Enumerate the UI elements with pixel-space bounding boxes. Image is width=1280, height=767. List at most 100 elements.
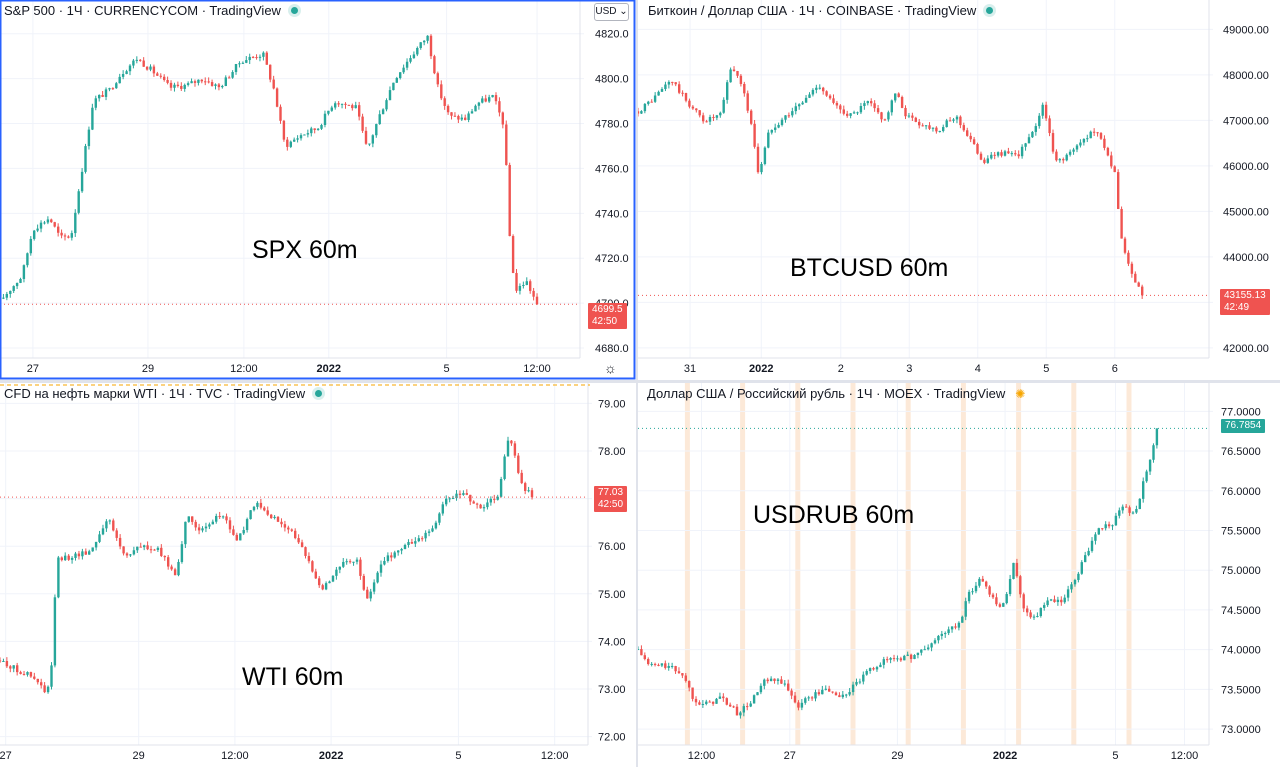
candle <box>149 545 153 554</box>
candle <box>424 530 427 542</box>
candle <box>944 631 947 638</box>
candle <box>726 79 729 104</box>
chart-svg-usdrub[interactable]: 77.0000 76.5000 76.0000 75.5000 74.5000 74.00… <box>638 383 1280 767</box>
candle <box>464 114 467 121</box>
y-tick-label: 74.5000 <box>1221 605 1261 617</box>
candle <box>392 82 395 91</box>
candle <box>429 34 433 60</box>
candle <box>314 568 317 580</box>
y-tick-label: 72.00 <box>598 732 626 744</box>
panel-divider-vertical[interactable] <box>636 0 638 767</box>
candle <box>294 528 297 540</box>
candle <box>304 546 307 559</box>
candle <box>409 55 412 64</box>
candle <box>790 688 793 700</box>
candle <box>882 656 885 669</box>
x-tick-label: 2022 <box>993 750 1017 762</box>
candle <box>1027 133 1031 144</box>
chart-panel-btcusd[interactable]: 49000.00 48000.00 47000.00 46000.00 45000.00… <box>638 0 1280 380</box>
overlay-label: WTI 60m <box>242 663 344 691</box>
candle <box>1101 527 1104 531</box>
y-tick-label: 48000.00 <box>1223 70 1269 82</box>
candle <box>1063 594 1066 604</box>
candle <box>372 579 376 595</box>
candle <box>273 515 276 520</box>
candle <box>405 58 409 71</box>
candle <box>670 662 674 669</box>
candle <box>906 651 909 657</box>
x-tick-label: 27 <box>0 750 12 762</box>
candle <box>1075 143 1079 153</box>
candle <box>323 110 327 128</box>
candle <box>834 691 838 696</box>
chart-panel-usdrub[interactable]: 77.0000 76.5000 76.0000 75.5000 74.5000 74.00… <box>638 383 1280 767</box>
candle <box>525 277 528 286</box>
candle <box>416 46 419 57</box>
candle <box>846 110 849 118</box>
candle <box>166 76 169 85</box>
chart-panel-wti[interactable]: 79.0078.0077.0076.0075.0074.0073.0072.00… <box>0 383 636 767</box>
candle <box>43 220 46 225</box>
chart-panel-spx[interactable]: 4820.04800.04780.04760.04740.04720.04700… <box>0 0 636 380</box>
x-tick-label: 12:00 <box>523 363 551 375</box>
candle <box>270 513 273 520</box>
candle <box>937 634 940 644</box>
gear-icon[interactable]: ☼ <box>604 360 617 376</box>
y-tick-label: 76.0000 <box>1221 486 1261 498</box>
candle <box>204 77 207 86</box>
chart-svg-btcusd[interactable]: 49000.00 48000.00 47000.00 46000.00 45000.00… <box>638 0 1280 380</box>
candle <box>858 678 862 685</box>
price-label: 76.7854 <box>1221 419 1266 433</box>
y-tick-label: 75.5000 <box>1221 525 1261 537</box>
candle <box>520 469 523 485</box>
candle <box>750 109 753 126</box>
y-tick-label: 74.0000 <box>1221 645 1261 657</box>
candle <box>938 130 941 133</box>
candle <box>800 699 804 711</box>
candle <box>238 61 241 68</box>
candle <box>153 548 156 551</box>
candle <box>828 94 832 100</box>
candle <box>111 87 115 90</box>
currency-button[interactable]: USD ⌄ <box>594 3 629 21</box>
candle <box>933 638 937 645</box>
candle <box>739 74 743 87</box>
candle <box>352 561 355 566</box>
candle <box>674 665 677 674</box>
candle <box>990 151 993 160</box>
overlay-label: BTCUSD 60m <box>790 254 949 282</box>
candle <box>777 122 780 129</box>
active-panel-border <box>0 0 636 380</box>
candle <box>426 35 429 44</box>
candle <box>0 657 2 663</box>
candle <box>1145 469 1148 483</box>
chart-header: Биткоин / Доллар США · 1Ч · COINBASE · T… <box>648 3 994 18</box>
candle <box>180 82 183 91</box>
candle <box>985 580 988 589</box>
candle <box>907 112 911 119</box>
panel-divider-horizontal[interactable] <box>0 380 1280 383</box>
candle <box>1015 558 1019 578</box>
candle <box>371 134 374 148</box>
y-tick-label: 73.00 <box>598 684 626 696</box>
candle <box>1049 598 1053 602</box>
candle <box>872 666 875 671</box>
x-tick-label: 5 <box>444 363 450 375</box>
candle <box>440 80 443 101</box>
x-tick-label: 12:00 <box>221 750 249 762</box>
chart-svg-spx[interactable]: 4820.04800.04780.04760.04740.04720.04700… <box>0 0 636 380</box>
session-band <box>1126 383 1132 745</box>
chart-svg-wti[interactable]: 79.0078.0077.0076.0075.0074.0073.0072.00… <box>0 383 636 767</box>
candle <box>647 657 650 666</box>
candle <box>725 697 728 706</box>
candle <box>63 233 67 241</box>
candle <box>1128 505 1131 516</box>
candle <box>842 105 845 116</box>
x-tick-label: 27 <box>27 363 39 375</box>
candle <box>149 64 152 72</box>
candle <box>15 282 19 290</box>
candle <box>900 95 904 109</box>
candle <box>299 133 303 141</box>
candle <box>208 522 211 530</box>
candle <box>897 92 900 98</box>
